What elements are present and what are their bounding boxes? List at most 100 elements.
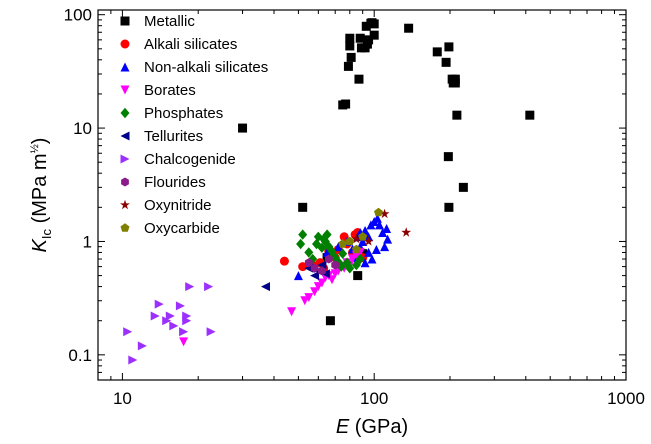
data-point-metallic [298,202,308,212]
data-point-metallic [452,110,462,120]
data-point-metallic [325,316,335,326]
legend-marker-chalcogenide [120,154,130,164]
data-point-oxycarbide [358,232,368,241]
data-point-phosphates [312,238,321,250]
y-tick-label: 1 [83,232,92,251]
data-point-chalcogenide [169,321,179,331]
legend-marker-alkali-silicates [120,39,130,49]
legend-label-oxycarbide: Oxycarbide [144,220,220,237]
y-axis-title: KIc (MPa m½) [29,138,54,253]
data-point-phosphates [317,242,327,253]
data-point-alkali-silicates [279,256,289,266]
data-point-phosphates [304,247,314,258]
x-axis-title-main: E [336,416,350,438]
data-point-phosphates [338,248,348,259]
x-tick-label: 100 [360,389,388,408]
data-point-metallic [345,41,355,51]
data-point-flourides [304,258,313,268]
data-point-metallic [443,152,453,162]
data-point-flourides [324,254,333,264]
data-point-metallic [432,47,442,57]
data-point-phosphates [355,253,365,265]
legend-label-chalcogenide: Chalcogenide [144,151,236,168]
data-point-metallic [450,78,460,88]
legend-label-borates: Borates [144,82,196,99]
x-axis-title: E (GPa) [336,416,408,438]
data-point-phosphates [330,252,340,263]
data-point-chalcogenide [182,311,192,321]
x-tick-label: 10 [113,389,132,408]
data-point-non-alkali-silicates [382,224,392,233]
data-point-tellurites [320,269,330,279]
axis-tick-labels: 10 100 1000 0.1 1 10 100 [64,6,645,408]
data-point-oxynitride [351,233,362,244]
data-point-phosphates [324,241,334,252]
data-point-chalcogenide [179,327,189,337]
data-point-non-alkali-silicates [322,247,332,257]
data-point-flourides [318,266,326,276]
legend-label-oxynitride: Oxynitride [144,197,212,214]
y-axis-title-unit-pre: (MPa m [29,153,51,229]
data-point-chalcogenide [137,341,147,351]
x-tick-label: 1000 [607,389,645,408]
data-point-metallic [353,271,363,281]
data-point-borates [310,287,320,297]
legend-marker-phosphates [120,107,130,119]
legend-label-non-alkali-silicates: Non-alkali silicates [144,59,268,76]
plot-frame [97,9,627,381]
data-point-borates [317,278,327,288]
y-tick-label: 0.1 [68,346,92,365]
data-point-metallic [354,74,364,84]
data-point-tellurites [261,282,270,292]
y-axis-title-superscript: ½ [29,144,41,153]
x-axis-title-unit: (GPa) [349,416,408,438]
data-point-metallic [444,42,454,52]
data-point-metallic [238,123,248,133]
data-point-chalcogenide [123,327,133,337]
data-point-phosphates [298,229,308,240]
data-point-chalcogenide [175,301,185,311]
data-point-non-alkali-silicates [372,213,382,223]
axis-ticks [97,10,627,381]
data-point-chalcogenide [165,311,175,321]
data-point-phosphates [345,263,355,274]
legend-label-tellurites: Tellurites [144,128,203,145]
data-point-phosphates [296,238,306,250]
data-point-borates [304,293,314,303]
legend-label-metallic: Metallic [144,13,195,30]
data-point-phosphates [308,253,318,265]
data-point-oxycarbide [338,239,348,248]
legend-marker-oxycarbide [120,223,130,232]
data-point-oxycarbide [351,244,361,254]
data-point-metallic [355,33,365,43]
legend: Metallic Alkali silicates Non-alkali silic… [120,13,268,237]
data-point-metallic [364,35,374,45]
data-point-metallic [458,182,468,192]
data-point-metallic [361,21,371,31]
data-point-chalcogenide [154,299,164,309]
data-point-chalcogenide [206,327,216,337]
data-point-phosphates [327,246,337,257]
data-point-oxycarbide [345,236,355,246]
data-point-oxynitride [401,227,412,237]
legend-label-phosphates: Phosphates [144,105,223,122]
data-point-oxynitride [379,208,390,219]
data-point-flourides [331,260,340,270]
data-point-non-alkali-silicates [360,258,370,268]
data-point-non-alkali-silicates [380,242,390,252]
y-tick-label: 100 [64,6,92,25]
legend-marker-non-alkali-silicates [120,62,130,72]
legend-marker-flourides [121,177,129,187]
data-point-flourides [310,263,319,273]
data-point-phosphates [322,229,332,240]
data-point-oxynitride [363,236,374,246]
y-tick-label: 10 [73,119,92,138]
data-point-tellurites [317,260,327,270]
data-point-chalcogenide [204,282,214,292]
data-point-metallic [369,30,379,40]
data-point-non-alkali-silicates [364,247,374,257]
data-point-non-alkali-silicates [333,242,343,252]
data-point-chalcogenide [162,316,172,326]
data-point-chalcogenide [150,311,160,321]
y-axis-title-unit-post: ) [29,138,51,145]
